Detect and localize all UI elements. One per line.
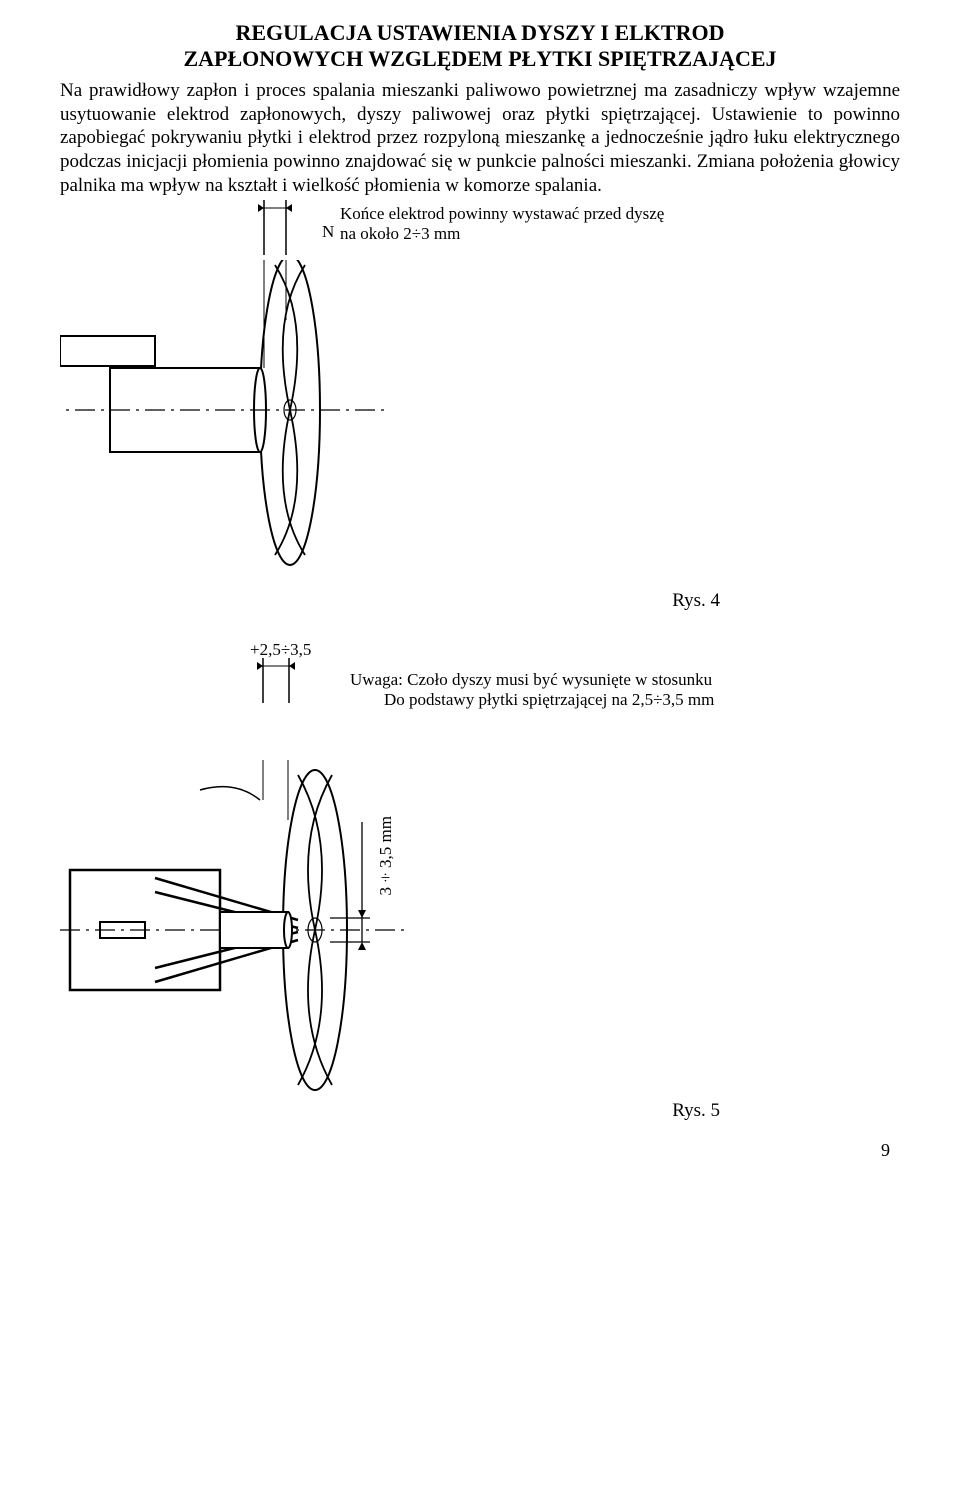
dimension-marks-2: [255, 658, 315, 703]
page-number: 9: [60, 1140, 900, 1161]
figure-2: 3÷3,5 mm Rys. 5: [60, 760, 900, 1120]
note-line1: Uwaga: Czoło dyszy musi być wysunięte w …: [350, 670, 712, 689]
vertical-dimension-text: 3÷3,5 mm: [376, 816, 396, 895]
title-line-1: REGULACJA USTAWIENIA DYSZY I ELKTROD: [236, 20, 725, 45]
letter-n: N: [322, 222, 334, 242]
caption1-line1: Końce elektrod powinny wystawać przed dy…: [340, 204, 664, 223]
figure-1-label: Rys. 4: [672, 590, 720, 612]
caption-block-1: Końce elektrod powinny wystawać przed dy…: [60, 200, 900, 260]
caption1-line2: na około 2÷3 mm: [340, 224, 460, 243]
figure-2-label: Rys. 5: [672, 1100, 720, 1122]
dimension-2-text: +2,5÷3,5: [250, 640, 311, 660]
dimension-marks-1: [258, 200, 308, 255]
mid-dimension-block: +2,5÷3,5 Uwaga: Czoło dyszy musi być wys…: [60, 640, 900, 750]
main-paragraph: Na prawidłowy zapłon i proces spalania m…: [60, 79, 900, 198]
figure-1: Rys. 4: [60, 260, 900, 610]
note-line2: Do podstawy płytki spiętrzającej na 2,5÷…: [384, 690, 714, 709]
title-line-2: ZAPŁONOWYCH WZGLĘDEM PŁYTKI SPIĘTRZAJĄCE…: [183, 46, 776, 71]
figure-1-svg: [60, 260, 560, 610]
figure-2-svg: [60, 760, 560, 1120]
